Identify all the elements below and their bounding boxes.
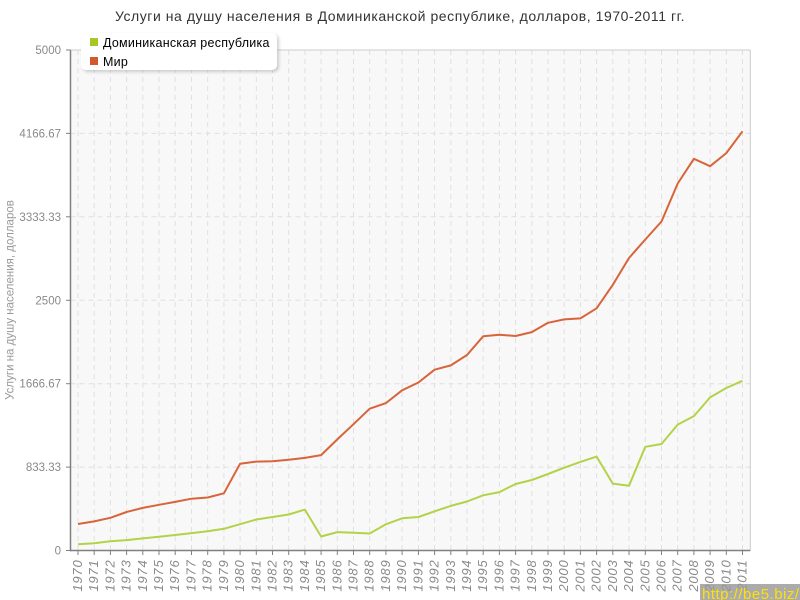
svg-text:1986: 1986 [329,560,344,592]
svg-text:1996: 1996 [491,560,506,592]
svg-text:1981: 1981 [248,560,263,592]
svg-text:1993: 1993 [443,560,458,592]
svg-text:Услуги на душу населения, долл: Услуги на душу населения, долларов [5,200,17,400]
svg-text:1987: 1987 [346,560,361,592]
svg-text:1972: 1972 [102,560,117,592]
svg-text:833.33: 833.33 [26,462,61,474]
svg-text:1984: 1984 [297,560,312,592]
svg-text:1988: 1988 [362,560,377,592]
svg-text:1999: 1999 [540,560,555,592]
svg-text:1973: 1973 [119,560,134,592]
svg-text:1979: 1979 [216,560,231,592]
svg-text:1975: 1975 [151,560,166,592]
svg-text:2002: 2002 [589,560,604,593]
svg-text:2007: 2007 [670,560,685,593]
svg-text:1985: 1985 [313,560,328,592]
svg-text:2011: 2011 [735,560,750,592]
svg-text:2001: 2001 [572,560,587,593]
svg-text:1977: 1977 [184,560,199,592]
svg-text:5000: 5000 [35,45,61,57]
svg-text:2005: 2005 [637,560,652,593]
svg-text:1974: 1974 [135,560,150,592]
svg-text:2000: 2000 [556,560,571,593]
svg-text:1994: 1994 [459,560,474,592]
svg-text:3333.33: 3333.33 [19,212,61,224]
svg-text:2003: 2003 [605,560,620,593]
svg-text:1976: 1976 [167,560,182,592]
svg-text:4166.67: 4166.67 [19,128,61,140]
svg-text:2006: 2006 [654,560,669,593]
svg-text:1989: 1989 [378,560,393,592]
svg-text:1983: 1983 [281,560,296,592]
svg-text:1997: 1997 [508,560,523,592]
svg-text:1980: 1980 [232,560,247,592]
svg-text:1998: 1998 [524,560,539,592]
svg-text:1978: 1978 [200,560,215,592]
svg-text:2008: 2008 [686,560,701,593]
svg-text:1990: 1990 [394,560,409,592]
svg-text:1970: 1970 [70,560,85,592]
svg-text:2500: 2500 [35,295,61,307]
svg-text:1982: 1982 [265,560,280,592]
svg-text:1991: 1991 [410,560,425,592]
svg-text:1992: 1992 [427,560,442,592]
svg-text:2004: 2004 [621,560,636,593]
svg-text:0: 0 [55,546,61,558]
svg-text:1666.67: 1666.67 [19,379,61,391]
svg-text:1995: 1995 [475,560,490,592]
svg-text:1971: 1971 [86,560,101,592]
